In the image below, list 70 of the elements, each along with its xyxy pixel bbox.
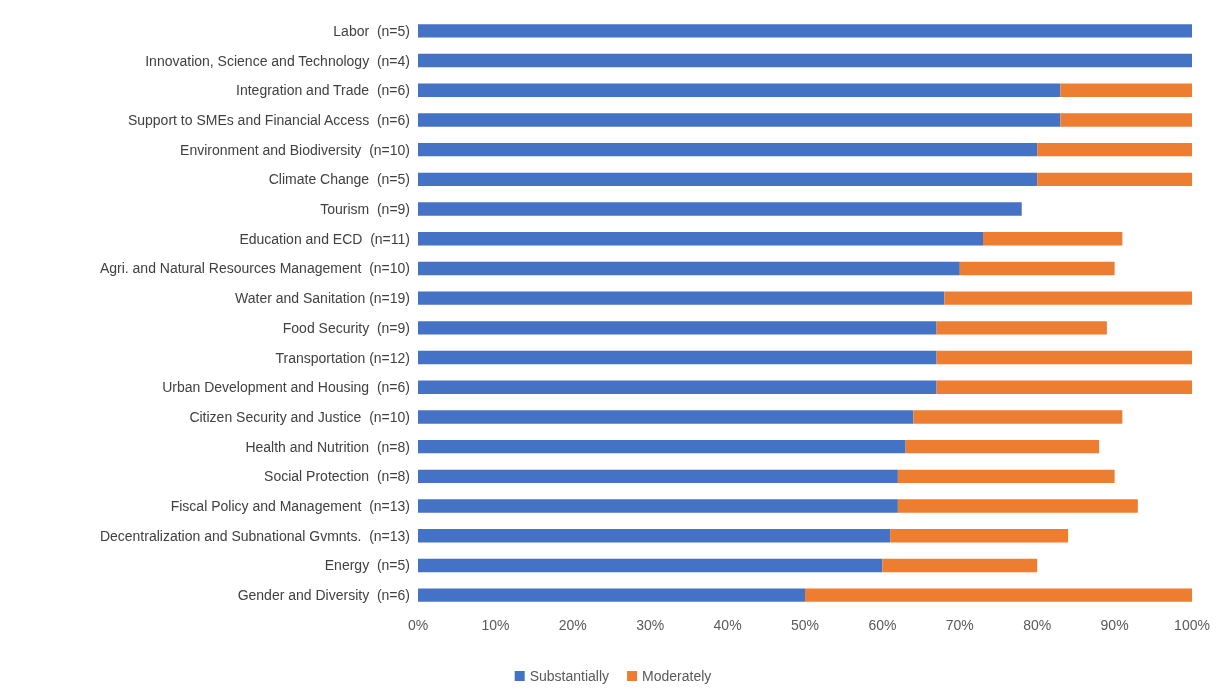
bar xyxy=(959,261,1115,276)
legend-label: Substantially xyxy=(529,668,610,684)
bar xyxy=(1060,83,1192,97)
bar xyxy=(944,291,1192,305)
x-tick-label: 30% xyxy=(636,617,665,633)
y-tick-label: Education and ECD (n=11) xyxy=(239,230,410,247)
legend-label: Moderately xyxy=(642,668,712,684)
y-tick-label: Energy (n=5) xyxy=(324,557,410,574)
y-tick-label: Fiscal Policy and Management (n=13) xyxy=(170,498,410,515)
y-tick-label: Health and Nutrition (n=8) xyxy=(245,438,410,455)
y-tick-label: Gender and Diversity (n=6) xyxy=(237,587,410,604)
x-tick-label: 100% xyxy=(1174,617,1210,633)
y-tick-label: Labor (n=5) xyxy=(333,22,410,39)
y-tick-label: Integration and Trade (n=6) xyxy=(236,82,410,99)
bar xyxy=(418,380,937,394)
y-tick-label: Support to SMEs and Financial Access (n=6) xyxy=(127,111,410,128)
bar xyxy=(418,53,1192,68)
bar xyxy=(936,321,1107,335)
bar xyxy=(1037,172,1192,187)
y-tick-label: Urban Development and Housing (n=6) xyxy=(162,379,410,396)
x-tick-label: 70% xyxy=(945,617,974,633)
bar xyxy=(418,142,1038,157)
x-tick-label: 60% xyxy=(868,617,897,633)
bar xyxy=(983,232,1123,246)
y-tick-label: Decentralization and Subnational Gvmnts. (n=13) xyxy=(99,527,410,544)
y-tick-label: Innovation, Science and Technology (n=4) xyxy=(145,52,410,69)
bar xyxy=(905,439,1100,454)
bar xyxy=(418,172,1038,187)
bar xyxy=(897,499,1138,513)
bar xyxy=(890,529,1069,543)
x-tick-label: 20% xyxy=(558,617,587,633)
bar xyxy=(805,588,1192,602)
bar xyxy=(1037,142,1192,157)
x-tick-label: 10% xyxy=(481,617,510,633)
bar xyxy=(936,380,1192,394)
bar xyxy=(418,558,883,573)
y-tick-label: Social Protection (n=8) xyxy=(264,468,410,485)
bar xyxy=(897,469,1115,484)
bar xyxy=(418,321,937,335)
x-tick-label: 0% xyxy=(407,617,429,633)
x-tick-label: 40% xyxy=(713,617,742,633)
bar xyxy=(418,588,805,602)
bar xyxy=(418,202,1022,216)
y-tick-label: Agri. and Natural Resources Management (n=10) xyxy=(99,260,410,277)
y-tick-label: Water and Sanitation (n=19) xyxy=(235,290,410,307)
bar xyxy=(1060,113,1192,127)
bar xyxy=(418,291,945,305)
x-tick-label: 80% xyxy=(1023,617,1052,633)
bar xyxy=(418,499,898,513)
bar xyxy=(418,439,906,454)
bar xyxy=(418,261,960,276)
bar xyxy=(418,113,1061,127)
y-tick-label: Transportation (n=12) xyxy=(275,349,410,366)
bar xyxy=(882,558,1038,573)
bar xyxy=(936,350,1192,365)
y-tick-label: Climate Change (n=5) xyxy=(268,171,410,188)
bar xyxy=(418,469,898,484)
y-tick-label: Tourism (n=9) xyxy=(320,201,410,218)
bar xyxy=(418,529,891,543)
bar xyxy=(418,232,984,246)
y-tick-label: Environment and Biodiversity (n=10) xyxy=(180,141,410,158)
x-tick-label: 50% xyxy=(790,617,820,633)
bar xyxy=(913,410,1123,424)
x-tick-label: 90% xyxy=(1100,617,1129,633)
y-tick-label: Food Security (n=9) xyxy=(282,319,410,336)
y-tick-label: Citizen Security and Justice (n=10) xyxy=(189,408,410,425)
bar xyxy=(418,83,1061,97)
bar xyxy=(418,350,937,365)
bar xyxy=(418,24,1192,38)
bar xyxy=(418,410,914,424)
